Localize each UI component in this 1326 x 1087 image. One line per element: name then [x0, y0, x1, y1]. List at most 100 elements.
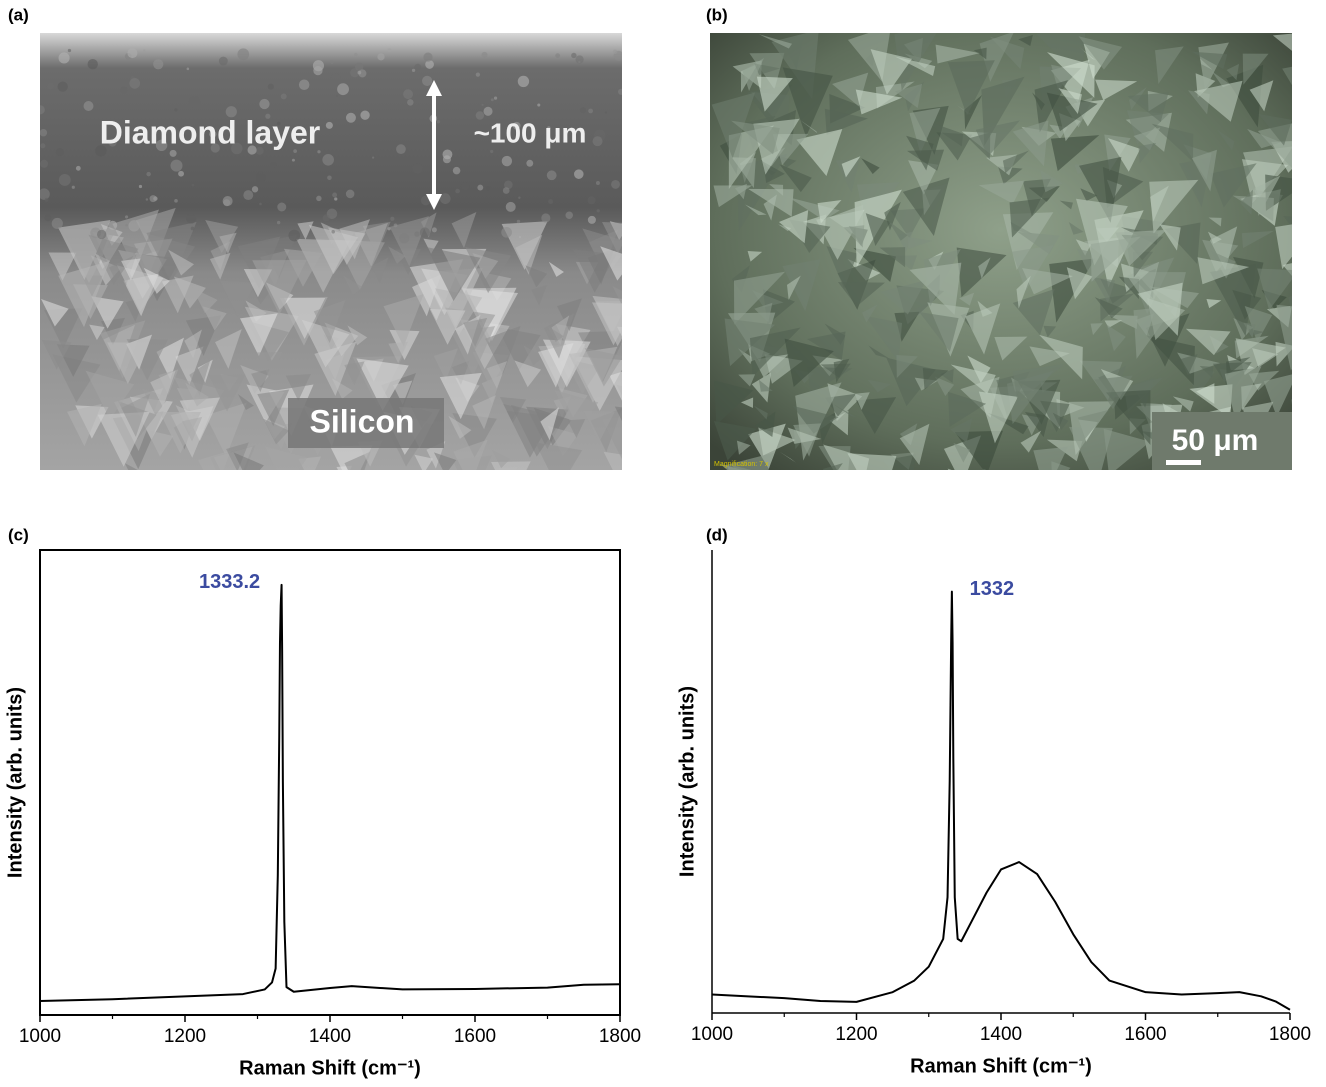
texture	[894, 56, 936, 77]
texture	[475, 72, 481, 77]
x-tick-label: 1400	[309, 1026, 351, 1047]
texture	[907, 237, 933, 249]
texture	[1199, 366, 1214, 378]
texture	[41, 339, 72, 370]
texture	[128, 220, 140, 232]
texture	[758, 34, 793, 49]
texture	[614, 406, 622, 422]
scale-label: 50 μm	[1172, 424, 1259, 457]
texture	[603, 451, 622, 470]
texture	[758, 379, 773, 392]
texture	[451, 212, 477, 249]
texture	[1244, 305, 1273, 343]
texture	[108, 138, 117, 147]
texture	[227, 137, 231, 142]
texture	[412, 163, 423, 174]
texture	[779, 451, 797, 463]
texture	[181, 416, 203, 442]
texture	[320, 222, 343, 245]
texture	[592, 136, 603, 147]
texture	[1288, 277, 1292, 284]
texture	[388, 341, 408, 364]
texture	[436, 120, 441, 124]
texture	[947, 468, 952, 470]
spectrum-line	[711, 590, 1291, 1011]
texture	[1029, 346, 1070, 367]
texture	[544, 137, 553, 146]
texture	[1103, 428, 1151, 470]
texture	[486, 361, 508, 389]
texture	[58, 52, 70, 64]
x-tick-label: 1800	[599, 1026, 641, 1047]
texture	[439, 193, 451, 204]
texture	[547, 126, 551, 130]
texture	[538, 342, 574, 388]
texture	[731, 120, 780, 155]
texture	[276, 121, 281, 126]
texture	[1282, 66, 1292, 86]
texture	[491, 461, 531, 470]
x-tick-label: 1000	[19, 1026, 61, 1047]
texture	[726, 452, 774, 470]
texture	[433, 452, 457, 470]
texture	[516, 219, 521, 224]
scale-bar	[1166, 460, 1201, 465]
texture	[556, 298, 582, 332]
texture	[371, 257, 389, 284]
texture	[347, 325, 368, 346]
texture	[178, 134, 181, 138]
texture	[125, 223, 128, 227]
texture	[571, 52, 577, 59]
texture	[537, 103, 541, 107]
texture	[843, 225, 865, 248]
texture	[1206, 298, 1222, 309]
texture	[288, 229, 301, 242]
texture	[994, 336, 1028, 361]
texture	[841, 156, 861, 178]
texture	[1224, 366, 1262, 422]
texture	[247, 145, 257, 155]
texture	[1077, 409, 1109, 440]
texture	[778, 210, 809, 244]
texture	[847, 453, 897, 470]
texture	[1107, 314, 1138, 329]
texture	[414, 454, 434, 470]
texture	[523, 345, 544, 366]
texture	[55, 148, 64, 157]
texture	[501, 226, 512, 238]
texture	[588, 108, 593, 114]
texture	[784, 338, 834, 387]
texture	[612, 49, 618, 55]
texture	[1106, 390, 1151, 445]
texture	[512, 121, 521, 130]
texture	[1155, 46, 1184, 85]
texture	[1276, 304, 1292, 371]
texture	[587, 215, 596, 224]
texture	[909, 107, 941, 154]
texture	[1291, 399, 1292, 406]
texture	[1137, 282, 1183, 336]
texture	[283, 248, 323, 287]
texture	[44, 214, 52, 222]
texture	[219, 280, 256, 317]
texture	[293, 149, 297, 154]
texture	[387, 227, 391, 231]
texture	[255, 146, 264, 155]
texture	[334, 197, 338, 201]
texture	[87, 58, 98, 70]
texture	[156, 337, 185, 380]
texture	[248, 120, 251, 124]
texture	[587, 196, 596, 205]
texture	[738, 374, 756, 387]
texture	[138, 184, 143, 189]
texture	[423, 238, 439, 254]
texture	[121, 393, 151, 437]
texture	[186, 213, 197, 224]
texture	[1217, 129, 1235, 151]
texture	[399, 233, 410, 244]
texture	[555, 53, 561, 59]
texture	[95, 145, 107, 157]
texture	[1176, 469, 1178, 470]
texture	[210, 143, 220, 153]
